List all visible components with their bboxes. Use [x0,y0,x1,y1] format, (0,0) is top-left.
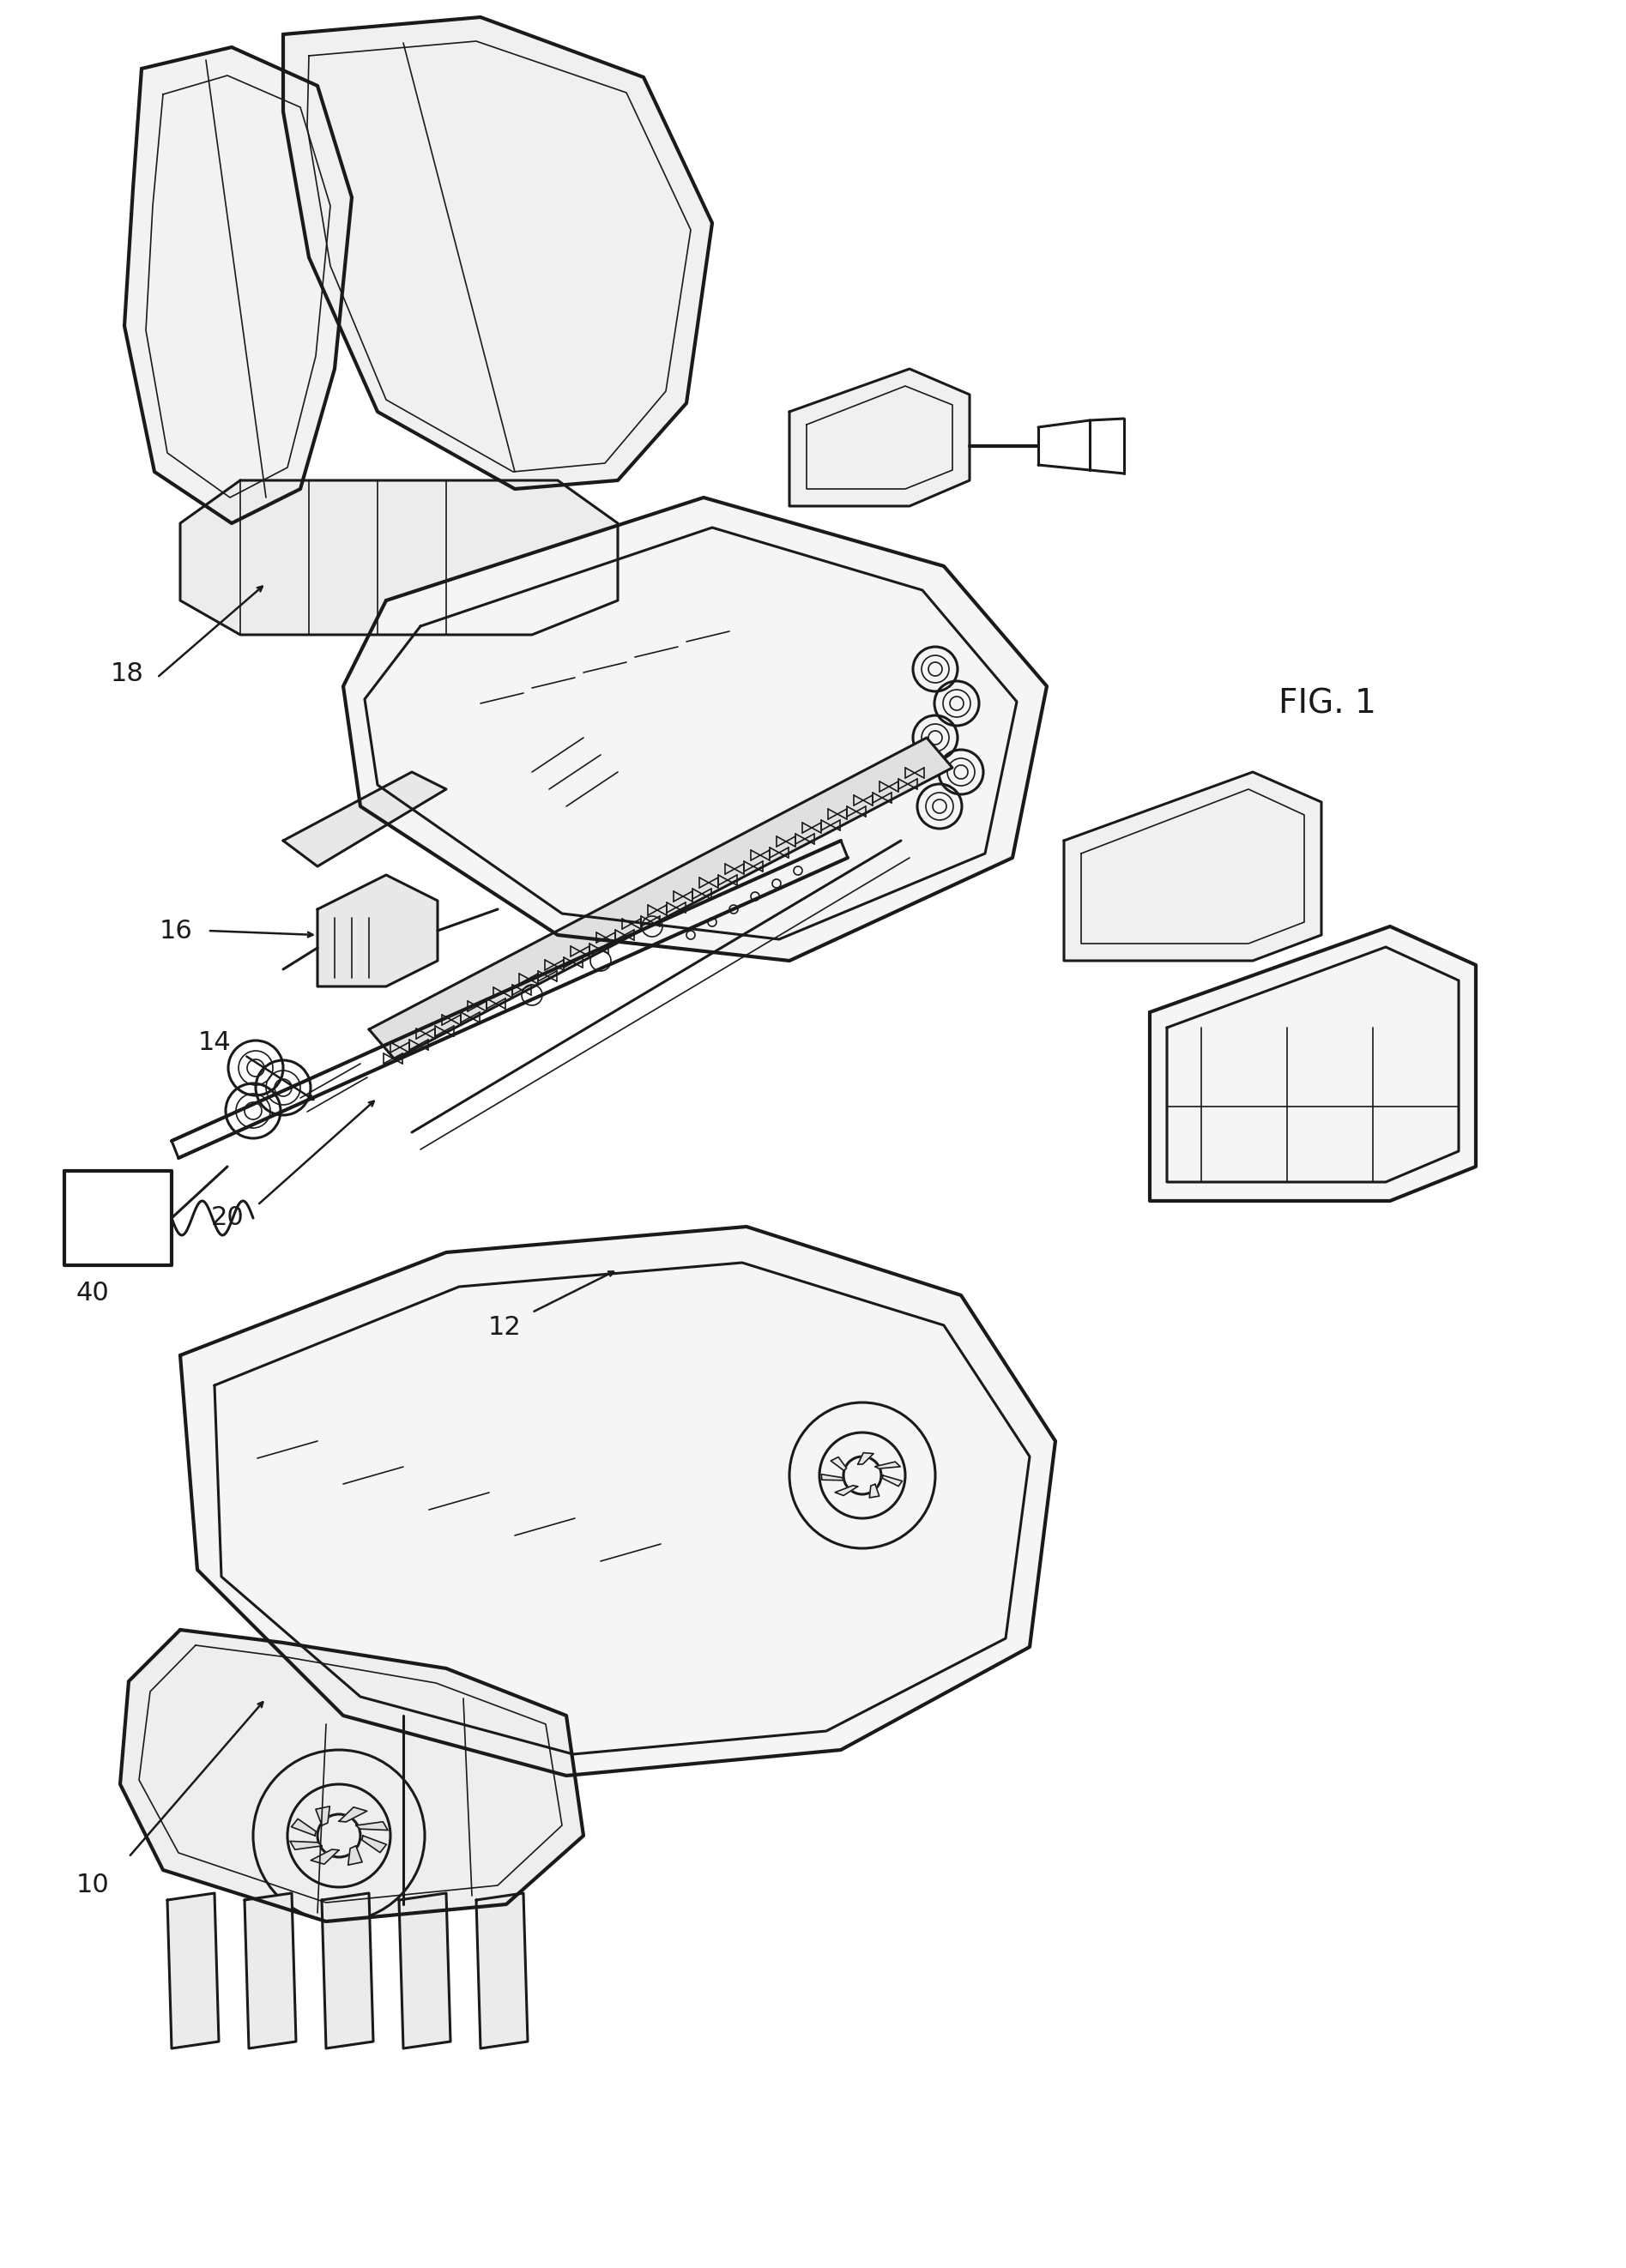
Text: 40: 40 [76,1281,109,1306]
Polygon shape [363,1835,387,1853]
Polygon shape [180,1227,1055,1776]
Polygon shape [859,1454,873,1465]
Text: 12: 12 [488,1315,522,1340]
Polygon shape [831,1456,847,1470]
Text: 14: 14 [198,1030,231,1055]
Polygon shape [311,1848,338,1864]
Polygon shape [348,1846,363,1864]
Polygon shape [283,18,712,490]
Polygon shape [244,1894,296,2048]
Polygon shape [167,1894,220,2048]
Polygon shape [836,1486,859,1495]
Polygon shape [356,1821,389,1830]
Text: FIG. 1: FIG. 1 [1278,687,1376,719]
Text: 16: 16 [159,919,192,943]
Polygon shape [821,1474,844,1481]
Polygon shape [875,1463,901,1470]
Polygon shape [1150,925,1476,1202]
Polygon shape [289,1842,322,1851]
Polygon shape [283,771,446,866]
Text: 18: 18 [111,660,143,685]
Polygon shape [870,1483,880,1497]
Polygon shape [789,370,969,506]
Polygon shape [65,1170,172,1266]
Text: 20: 20 [211,1207,244,1232]
Polygon shape [120,1631,584,1921]
Polygon shape [125,48,351,524]
Polygon shape [883,1476,902,1486]
Text: 10: 10 [76,1873,109,1898]
Polygon shape [338,1808,367,1821]
Polygon shape [317,875,437,987]
Polygon shape [369,737,953,1059]
Polygon shape [1063,771,1322,962]
Polygon shape [315,1805,330,1826]
Polygon shape [343,497,1047,962]
Polygon shape [180,481,618,635]
Polygon shape [291,1819,315,1835]
Polygon shape [398,1894,450,2048]
Polygon shape [322,1894,374,2048]
Polygon shape [476,1894,528,2048]
